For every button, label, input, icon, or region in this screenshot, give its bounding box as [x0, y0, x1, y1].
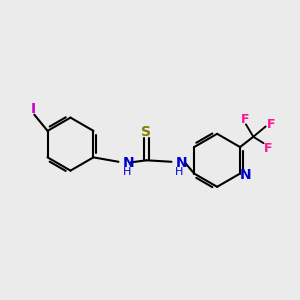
Text: I: I: [30, 102, 35, 116]
Text: N: N: [175, 156, 187, 170]
Text: S: S: [141, 125, 152, 139]
Text: H: H: [175, 167, 184, 177]
Text: N: N: [240, 168, 251, 182]
Text: F: F: [264, 142, 272, 155]
Text: N: N: [123, 156, 134, 170]
Text: F: F: [241, 112, 249, 126]
Text: F: F: [267, 118, 275, 131]
Text: H: H: [123, 167, 131, 177]
